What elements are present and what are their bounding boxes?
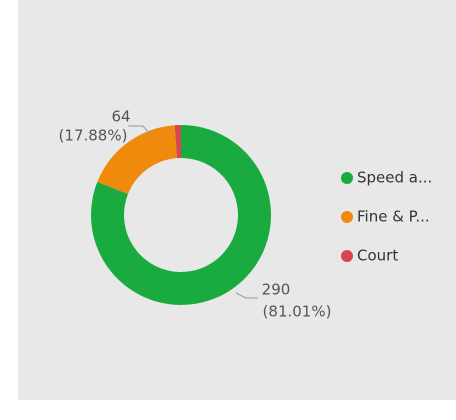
data-label: 290 bbox=[262, 281, 291, 299]
legend-label: Fine & P... bbox=[357, 208, 430, 226]
data-label: 64 bbox=[111, 108, 130, 126]
leader-line bbox=[128, 125, 152, 136]
legend-label: Court bbox=[357, 247, 398, 265]
donut-slice bbox=[97, 125, 178, 194]
legend: Speed a... Fine & P... Court bbox=[341, 169, 432, 265]
legend-swatch bbox=[341, 250, 353, 262]
data-label-percent: (17.88%) bbox=[59, 127, 128, 145]
legend-label: Speed a... bbox=[357, 169, 432, 187]
donut-slice bbox=[90, 125, 271, 306]
leader-line bbox=[235, 292, 258, 299]
data-label-percent: (81.01%) bbox=[263, 303, 332, 321]
legend-swatch bbox=[341, 172, 353, 184]
legend-swatch bbox=[341, 211, 353, 223]
donut-slice bbox=[174, 125, 181, 159]
